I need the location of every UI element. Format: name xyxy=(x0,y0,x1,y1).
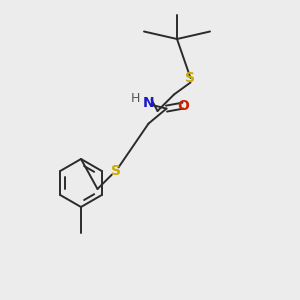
Text: O: O xyxy=(177,99,189,112)
Text: N: N xyxy=(143,96,154,110)
Text: S: S xyxy=(110,164,121,178)
Text: H: H xyxy=(130,92,140,106)
Text: S: S xyxy=(185,71,196,85)
